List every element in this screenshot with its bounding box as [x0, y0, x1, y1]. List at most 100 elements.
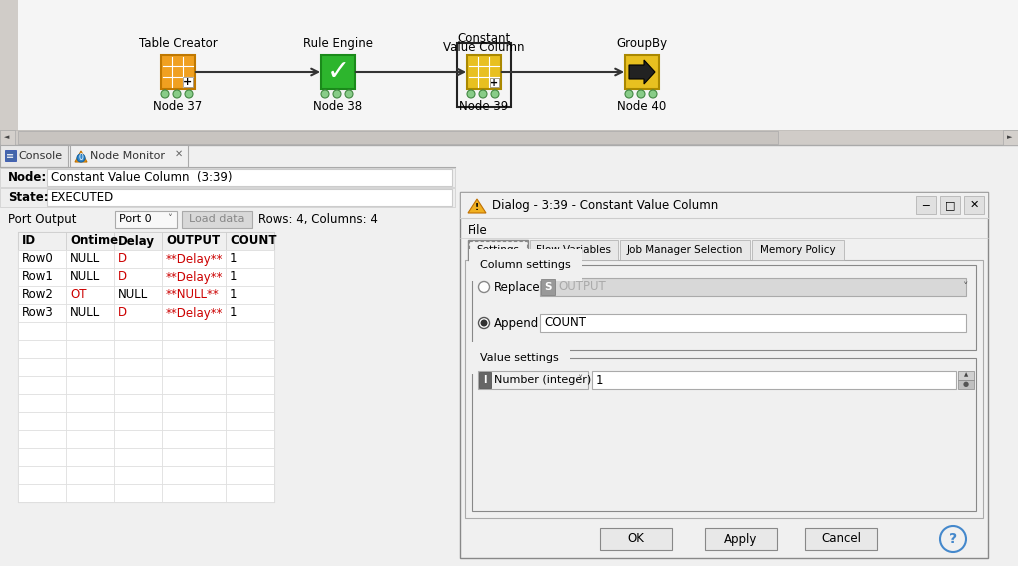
Bar [18, 430, 66, 448]
Bar [115, 211, 177, 228]
Bar [18, 286, 66, 304]
Bar [183, 77, 193, 87]
Bar [540, 314, 966, 332]
Text: Row0: Row0 [22, 252, 54, 265]
Polygon shape [75, 151, 87, 162]
Bar [321, 55, 355, 89]
Text: D: D [118, 271, 127, 284]
Text: ✓: ✓ [327, 58, 349, 86]
Text: NULL: NULL [70, 252, 100, 265]
Bar [0, 145, 68, 167]
Bar [457, 43, 511, 107]
Bar [460, 192, 988, 218]
Circle shape [161, 90, 169, 98]
Bar [479, 372, 491, 388]
Bar [465, 260, 983, 518]
Text: ?: ? [949, 532, 957, 546]
Bar [752, 240, 844, 260]
Bar [469, 241, 527, 259]
Text: S: S [545, 282, 552, 292]
Bar [66, 358, 114, 376]
Bar [162, 250, 226, 268]
Text: Append: Append [494, 316, 540, 329]
Text: ID: ID [22, 234, 36, 247]
Bar [460, 192, 988, 558]
Bar [66, 286, 114, 304]
Bar [940, 196, 960, 214]
Bar [182, 211, 252, 228]
Bar [541, 279, 555, 295]
Bar [0, 130, 15, 145]
Bar [0, 145, 1018, 566]
Bar [490, 78, 499, 87]
Circle shape [480, 319, 488, 327]
Bar [472, 265, 976, 350]
Bar [18, 394, 66, 412]
Text: 1: 1 [230, 271, 237, 284]
Text: COUNT: COUNT [230, 234, 277, 247]
Bar [18, 232, 66, 250]
Text: 0: 0 [78, 153, 83, 162]
Text: Replace: Replace [494, 281, 541, 294]
Bar [226, 466, 274, 484]
Bar [226, 484, 274, 502]
Bar [0, 168, 455, 187]
Bar [226, 250, 274, 268]
Bar [161, 55, 195, 89]
Text: ◄: ◄ [4, 135, 10, 140]
Text: NULL: NULL [70, 307, 100, 319]
Text: NULL: NULL [70, 271, 100, 284]
Circle shape [345, 90, 353, 98]
Bar [66, 340, 114, 358]
Bar [162, 340, 226, 358]
Bar [162, 448, 226, 466]
Bar [226, 340, 274, 358]
Bar [114, 358, 162, 376]
Bar [66, 268, 114, 286]
Text: ✕: ✕ [175, 149, 183, 159]
Text: ●: ● [963, 381, 969, 387]
Text: I: I [484, 375, 487, 385]
Text: Node 38: Node 38 [314, 101, 362, 114]
Circle shape [940, 526, 966, 552]
Text: State:: State: [8, 191, 49, 204]
Bar [114, 412, 162, 430]
Bar [226, 448, 274, 466]
Circle shape [625, 90, 633, 98]
Text: D: D [118, 307, 127, 319]
Bar [162, 322, 226, 340]
Text: OT: OT [70, 289, 87, 302]
Bar [0, 0, 18, 145]
Text: Node Monitor: Node Monitor [90, 151, 165, 161]
Bar [66, 448, 114, 466]
Bar [18, 131, 778, 144]
Text: **NULL**: **NULL** [166, 289, 220, 302]
Text: ─: ─ [922, 200, 929, 210]
Bar [114, 250, 162, 268]
Text: **Delay**: **Delay** [166, 252, 224, 265]
Bar [705, 528, 777, 550]
Circle shape [478, 318, 490, 328]
Text: Load data: Load data [189, 214, 244, 224]
Text: ˅: ˅ [167, 214, 172, 224]
Bar [18, 484, 66, 502]
Bar [70, 145, 188, 167]
Bar [18, 358, 66, 376]
Polygon shape [468, 199, 486, 213]
Bar [226, 286, 274, 304]
Bar [18, 340, 66, 358]
Bar [162, 484, 226, 502]
Bar [66, 304, 114, 322]
Bar [66, 466, 114, 484]
Bar [162, 286, 226, 304]
Circle shape [479, 90, 487, 98]
Text: Column settings: Column settings [480, 260, 571, 270]
Bar [66, 412, 114, 430]
Text: Value Column: Value Column [443, 41, 524, 54]
Bar [18, 232, 274, 502]
Text: Delay: Delay [118, 234, 155, 247]
Text: ≡: ≡ [6, 151, 14, 161]
Text: □: □ [945, 200, 955, 210]
Circle shape [77, 154, 84, 162]
Bar [916, 196, 936, 214]
